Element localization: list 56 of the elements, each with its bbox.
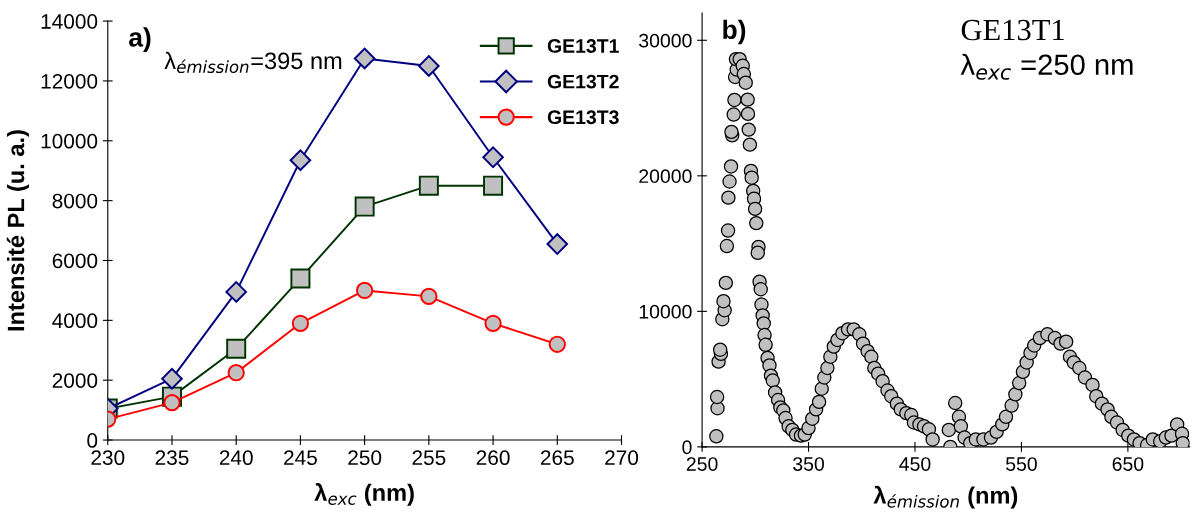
point [225, 281, 247, 303]
point [418, 55, 440, 77]
x-axis-title: λ$_{émission}$ (nm) [873, 485, 1018, 509]
x-tick-label: 350 [793, 457, 824, 471]
x-axis-title: λ$_{exc}$ (nm) [314, 483, 414, 506]
annotation: λ$_{émission}$=395 nm [164, 51, 342, 74]
y-axis-title: Intensité PL (u. a.) [6, 130, 29, 331]
legend-label: GE13T3 [547, 110, 619, 125]
x-tick-label: 255 [412, 450, 446, 466]
point [291, 314, 310, 332]
x-tick-label: 550 [1005, 457, 1037, 471]
y-tick-label: 0 [682, 440, 692, 455]
x-tick-label: 650 [1112, 457, 1144, 471]
point [418, 175, 439, 196]
point [483, 175, 504, 196]
x-tick-label: 250 [348, 450, 382, 466]
legend-label: GE13T2 [547, 74, 619, 89]
y-tick-label: 12000 [41, 73, 98, 89]
annotation: a) [129, 27, 151, 52]
x-tick-label: 260 [476, 450, 510, 466]
point [484, 314, 502, 332]
point [420, 287, 438, 306]
x-tick-label: 450 [899, 457, 931, 471]
annotation: GE13T1 [961, 19, 1064, 41]
y-tick-label: 14000 [41, 14, 98, 29]
x-tick-label: 235 [155, 450, 189, 466]
x-tick-label: 265 [540, 450, 574, 466]
point [548, 335, 566, 353]
annotation: λ$_{exc}$ =250 nm [960, 53, 1133, 80]
y-tick-label: 10000 [639, 304, 692, 319]
point [290, 268, 311, 289]
x-tick-label: 245 [284, 450, 317, 466]
y-tick-label: 4000 [52, 313, 98, 329]
point [289, 149, 312, 172]
point [356, 281, 374, 300]
point [227, 364, 245, 382]
x-tick-label: 270 [605, 450, 639, 466]
point [226, 338, 247, 359]
y-tick-label: 10000 [41, 133, 98, 149]
legend-label: GE13T1 [547, 39, 619, 53]
y-tick-label: 6000 [52, 253, 98, 269]
x-tick-label: 230 [91, 450, 125, 466]
y-tick-label: 8000 [52, 193, 98, 209]
y-tick-label: 20000 [639, 169, 692, 184]
point [546, 233, 569, 255]
point [163, 394, 181, 412]
x-tick-label: 240 [219, 450, 253, 466]
point [354, 196, 375, 217]
point [482, 146, 504, 169]
x-tick-label: 250 [686, 457, 718, 471]
y-tick-label: 2000 [52, 373, 98, 388]
y-tick-label: 0 [87, 433, 98, 448]
point [353, 47, 376, 70]
annotation: b) [723, 19, 746, 45]
y-tick-label: 30000 [639, 33, 692, 48]
point [161, 367, 183, 390]
